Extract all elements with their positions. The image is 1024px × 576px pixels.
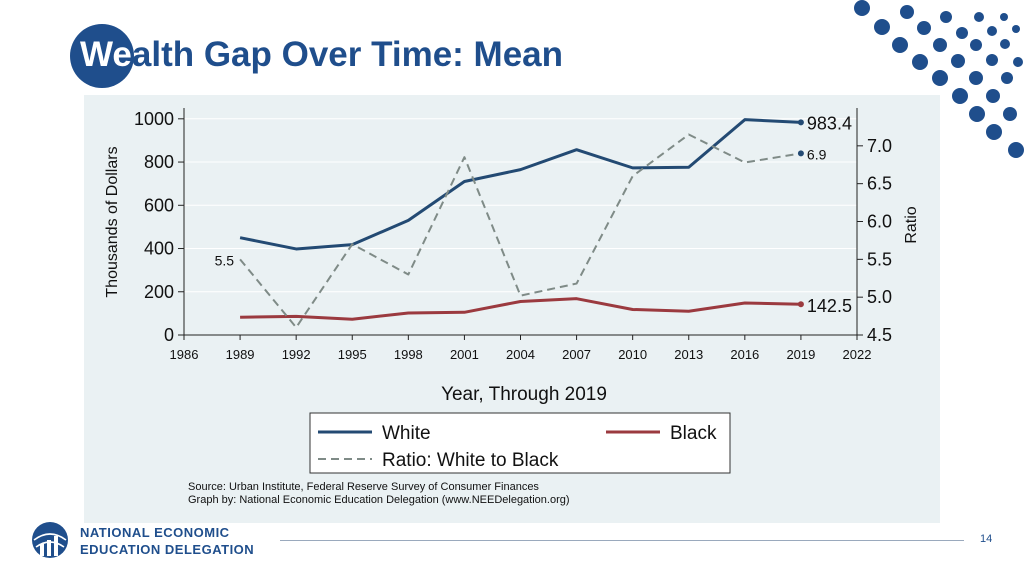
source-line-2: Graph by: National Economic Education De…: [188, 494, 570, 506]
x-tick-label: 2001: [450, 347, 479, 362]
axis-layer: [183, 108, 858, 336]
decor-dot: [1012, 25, 1020, 33]
chart-legend: White Black Ratio: White to Black: [309, 412, 731, 474]
legend-label-ratio: Ratio: White to Black: [382, 450, 559, 471]
label-layer: 0 200 400 600 800 1000 4.5 5.0 5.5 6.0 6.5 7.0 1986 1…: [134, 109, 892, 362]
series-line-ratio: [239, 133, 802, 329]
endpoint-marker-black: [797, 301, 804, 308]
series-line-white: [239, 118, 801, 251]
decor-dot: [969, 71, 983, 85]
data-label-ratio-start: 5.5: [215, 252, 235, 268]
decor-dot: [932, 70, 948, 86]
decor-dot: [986, 89, 1000, 103]
decor-dot: [969, 106, 985, 122]
legend-label-black: Black: [670, 423, 717, 444]
page-number: 14: [980, 533, 993, 545]
x-tick-label: 1992: [282, 347, 311, 362]
endpoint-marker-ratio: [797, 150, 804, 157]
decor-dot: [1008, 142, 1024, 158]
y2-tick-label: 5.5: [867, 249, 892, 269]
page-title-rest: alth Gap Over Time: Mean: [131, 35, 564, 74]
x-tick-label: 1998: [394, 347, 423, 362]
decor-dot: [970, 39, 982, 51]
y-tick-label: 200: [144, 282, 174, 302]
decorative-dots: [854, 0, 1024, 158]
decor-dot: [912, 54, 928, 70]
org-logo: NATIONAL ECONOMIC EDUCATION DELEGATION: [30, 518, 270, 564]
page-title: Wealth Gap Over Time: Mean: [80, 35, 563, 75]
y-tick-label: 0: [164, 325, 174, 345]
decor-dot: [917, 21, 931, 35]
y-tick-label: 400: [144, 239, 174, 259]
page-title-block: Wealth Gap Over Time: Mean: [70, 22, 563, 88]
decor-dot: [874, 19, 890, 35]
x-tick-label: 2004: [506, 347, 535, 362]
endpoint-marker-white: [797, 119, 804, 126]
decor-dot: [987, 26, 997, 36]
decor-dot: [1003, 107, 1017, 121]
y-axis-label: Thousands of Dollars: [104, 146, 121, 297]
decor-dot: [951, 54, 965, 68]
decor-dot: [1001, 72, 1013, 84]
legend-label-white: White: [382, 423, 431, 444]
data-label-black-end: 142.5: [807, 296, 852, 316]
decor-dot: [986, 54, 998, 66]
series-layer: [239, 118, 804, 329]
decor-dot: [854, 0, 870, 16]
grid-layer: [178, 118, 863, 340]
y2-axis-label: Ratio: [903, 206, 920, 243]
org-name-line-1: NATIONAL ECONOMIC: [80, 525, 230, 540]
title-circle-badge: [70, 24, 134, 88]
x-tick-label: 1989: [226, 347, 255, 362]
y2-tick-label: 7.0: [867, 136, 892, 156]
decor-dot: [1000, 13, 1008, 21]
decor-dot: [940, 11, 952, 23]
globe-icon: [32, 522, 68, 558]
decor-dot: [900, 5, 914, 19]
decor-dot: [952, 88, 968, 104]
x-tick-label: 1986: [170, 347, 199, 362]
y2-tick-label: 6.0: [867, 212, 892, 232]
y2-tick-label: 5.0: [867, 287, 892, 307]
x-tick-label: 2013: [674, 347, 703, 362]
x-tick-label: 1995: [338, 347, 367, 362]
decor-dot: [956, 27, 968, 39]
x-tick-label: 2019: [786, 347, 815, 362]
y-tick-label: 800: [144, 152, 174, 172]
decor-dot: [974, 12, 984, 22]
page-title-first: We: [80, 35, 132, 74]
x-axis-label: Year, Through 2019: [441, 384, 607, 405]
legend-box: [309, 412, 731, 474]
footer-divider: [280, 540, 964, 541]
y2-tick-label: 6.5: [867, 174, 892, 194]
org-name-line-2: EDUCATION DELEGATION: [80, 542, 255, 557]
series-line-black: [240, 297, 801, 321]
decor-dot: [986, 124, 1002, 140]
data-label-ratio-end: 6.9: [807, 146, 827, 162]
source-line-1: Source: Urban Institute, Federal Reserve…: [188, 481, 539, 493]
x-tick-label: 2022: [843, 347, 872, 362]
decor-dot: [1000, 39, 1010, 49]
org-logo-text: NATIONAL ECONOMIC EDUCATION DELEGATION: [80, 524, 254, 558]
decor-dot: [1013, 57, 1023, 67]
y2-tick-label: 4.5: [867, 325, 892, 345]
x-tick-label: 2010: [618, 347, 647, 362]
x-tick-label: 2007: [562, 347, 591, 362]
y-tick-label: 1000: [134, 109, 174, 129]
wealth-gap-chart: 0 200 400 600 800 1000 4.5 5.0 5.5 6.0 6.5 7.0 1986 1…: [104, 108, 920, 506]
chart-panel: 0 200 400 600 800 1000 4.5 5.0 5.5 6.0 6.5 7.0 1986 1…: [84, 95, 940, 523]
decor-dot: [933, 38, 947, 52]
decor-dot: [892, 37, 908, 53]
y-tick-label: 600: [144, 195, 174, 215]
x-tick-label: 2016: [730, 347, 759, 362]
data-label-white-end: 983.4: [807, 113, 852, 133]
